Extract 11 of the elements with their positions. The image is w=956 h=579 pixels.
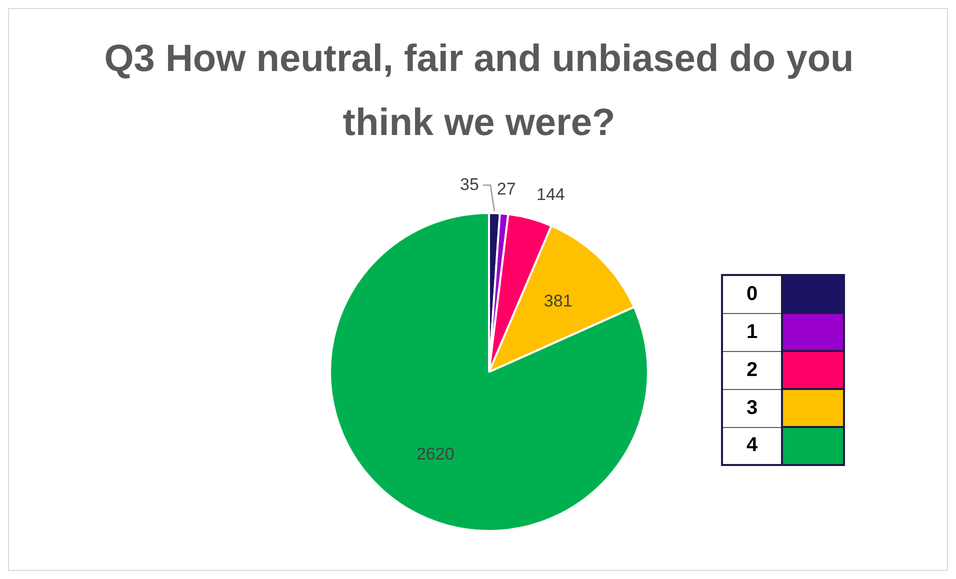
data-label: 144 (536, 184, 565, 204)
legend-label: 2 (722, 351, 782, 389)
legend-label: 0 (722, 275, 782, 313)
legend-label: 4 (722, 427, 782, 465)
legend-label: 3 (722, 389, 782, 427)
legend-label: 1 (722, 313, 782, 351)
chart-title: Q3 How neutral, fair and unbiased do you think we were? (103, 37, 855, 146)
data-label: 2620 (416, 444, 454, 464)
data-label: 381 (544, 291, 572, 310)
data-label: 35 (460, 174, 479, 194)
data-label: 27 (496, 180, 516, 199)
